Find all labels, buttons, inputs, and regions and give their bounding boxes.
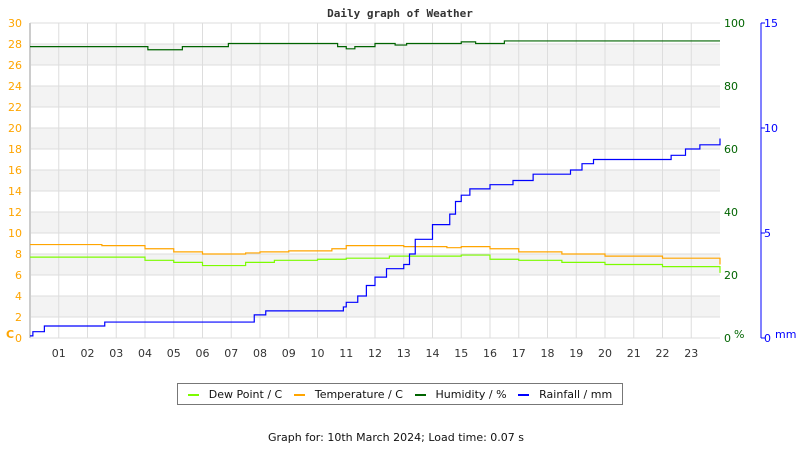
y-tick-left: 10 (8, 227, 22, 240)
y-tick-left: 8 (15, 248, 22, 261)
x-tick: 22 (656, 347, 670, 360)
y-tick-humidity: 80 (724, 80, 738, 93)
x-tick: 11 (339, 347, 353, 360)
x-tick: 16 (483, 347, 497, 360)
series-line-2 (30, 40, 720, 51)
x-tick: 05 (167, 347, 181, 360)
y-tick-left: 18 (8, 143, 22, 156)
x-tick: 18 (541, 347, 555, 360)
y-tick-humidity: 0 (724, 332, 731, 345)
legend-label: Rainfall / mm (539, 387, 613, 401)
y-tick-left: 2 (15, 311, 22, 324)
y-tick-humidity: 60 (724, 143, 738, 156)
legend-swatch (414, 393, 426, 396)
y-tick-rain: 10 (764, 122, 778, 135)
x-tick: 01 (52, 347, 66, 360)
y-tick-humidity: 40 (724, 206, 738, 219)
y-tick-left: 20 (8, 122, 22, 135)
x-tick: 04 (138, 347, 152, 360)
left-axis-label: C (6, 328, 14, 341)
x-tick: 15 (454, 347, 468, 360)
y-tick-rain: 0 (764, 332, 771, 345)
legend-label: Dew Point / C (208, 387, 283, 401)
chart-title: Daily graph of Weather (327, 7, 473, 20)
y-tick-left: 4 (15, 290, 22, 303)
series-line-3 (30, 138, 721, 337)
x-tick: 13 (397, 347, 411, 360)
y-tick-left: 30 (8, 17, 22, 30)
x-tick: 12 (368, 347, 382, 360)
rain-axis-label: mm (775, 328, 796, 341)
y-tick-left: 0 (15, 332, 22, 345)
footer-text: Graph for: 10th March 2024; Load time: 0… (267, 431, 525, 444)
x-tick: 20 (598, 347, 612, 360)
x-tick: 14 (426, 347, 440, 360)
legend-item: Humidity / % (414, 387, 507, 401)
x-tick: 10 (311, 347, 325, 360)
y-tick-humidity: 20 (724, 269, 738, 282)
x-tick: 09 (282, 347, 296, 360)
legend-label: Temperature / C (314, 387, 403, 401)
y-tick-left: 6 (15, 269, 22, 282)
y-tick-left: 14 (8, 185, 22, 198)
x-tick: 03 (109, 347, 123, 360)
y-tick-humidity: 100 (724, 17, 745, 30)
y-tick-rain: 5 (764, 227, 771, 240)
humidity-axis-label: % (734, 328, 744, 341)
x-tick: 17 (512, 347, 526, 360)
y-tick-left: 26 (8, 59, 22, 72)
legend-item: Rainfall / mm (518, 388, 612, 401)
legend-swatch (293, 393, 305, 396)
legend-item: Temperature / C (293, 387, 403, 401)
x-tick: 08 (253, 347, 267, 360)
x-tick: 19 (569, 347, 583, 360)
legend: Dew Point / C Temperature / C Humidity / %… (177, 383, 623, 405)
y-tick-rain: 15 (764, 17, 778, 30)
legend-swatch (187, 393, 199, 396)
x-tick: 07 (224, 347, 238, 360)
legend-item: Dew Point / C (187, 387, 283, 401)
legend-swatch (518, 393, 530, 396)
series-line-0 (30, 254, 721, 273)
legend-label: Humidity / % (435, 387, 507, 401)
y-tick-left: 24 (8, 80, 22, 93)
y-tick-left: 22 (8, 101, 22, 114)
x-tick: 23 (684, 347, 698, 360)
y-tick-left: 28 (8, 38, 22, 51)
x-tick: 21 (627, 347, 641, 360)
x-tick: 02 (81, 347, 95, 360)
y-tick-left: 12 (8, 206, 22, 219)
x-tick: 06 (196, 347, 210, 360)
y-tick-left: 16 (8, 164, 22, 177)
series-line-1 (30, 243, 721, 265)
